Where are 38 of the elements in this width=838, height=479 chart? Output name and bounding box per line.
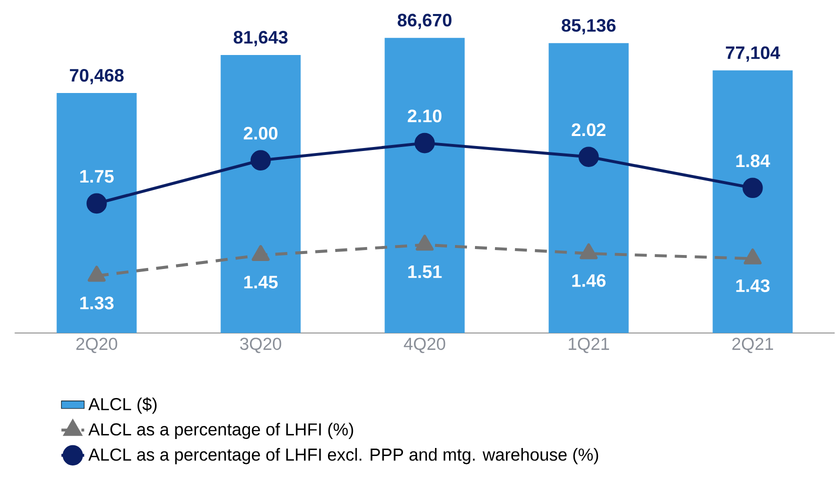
legend-label: ALCL as a percentage of LHFI excl. PPP and mtg. warehouse (%) [88,448,598,464]
point [250,150,271,170]
x-tick-label: 1Q21 [568,338,610,354]
point [414,132,435,154]
legend-label: ALCL as a percentage of LHFI (%) [88,422,354,439]
legend-label: ALCL ($) [88,397,157,414]
x-tick-label: 2Q21 [732,338,774,354]
point [88,266,106,282]
data-label: 2.10 [408,110,442,122]
data-label: 77,104 [726,46,780,62]
data-label: 1.45 [244,276,278,288]
x-tick-label: 4Q20 [404,338,446,354]
data-label: 1.33 [80,296,114,310]
point [86,193,107,214]
data-label: 85,136 [562,19,616,34]
data-label: 1.43 [736,279,770,292]
data-label: 1.46 [572,274,606,287]
data-label: 2.00 [244,126,278,140]
x-tick-label: 3Q20 [240,338,282,354]
bar [384,38,465,333]
point [416,234,434,251]
point [578,146,599,168]
bar [56,93,137,333]
bar [548,43,629,333]
point [580,243,598,260]
data-label: 86,670 [398,14,452,30]
point [744,248,762,264]
data-label: 2.02 [572,123,606,136]
bar [712,70,793,333]
data-label: 70,468 [70,68,124,84]
data-label: 1.51 [408,266,442,278]
point [252,245,270,261]
data-label: 1.84 [736,154,770,168]
data-label: 1.75 [80,170,114,183]
point [742,178,763,198]
bar [220,54,301,333]
data-label: 81,643 [234,30,288,46]
x-tick-label: 2Q20 [76,338,118,354]
